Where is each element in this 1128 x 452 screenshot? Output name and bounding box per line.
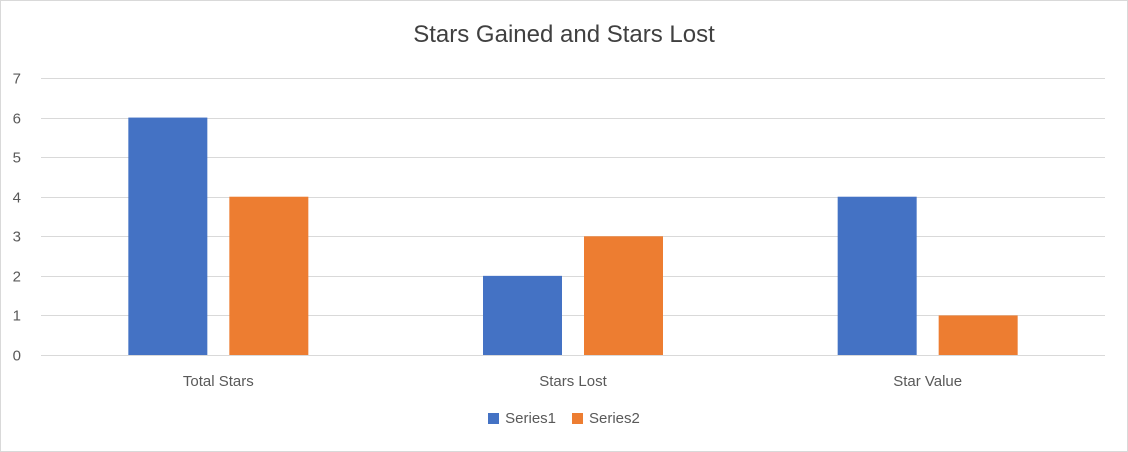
y-tick-label-0: 0 [13,348,21,365]
bar-series2-stars-lost [584,236,663,355]
bar-series1-total-stars [128,117,208,355]
y-tick-label-2: 2 [13,269,21,286]
y-tick-label-1: 1 [13,308,21,325]
legend-item-series1: Series1 [488,410,556,427]
chart-legend: Series1 Series2 [1,410,1127,427]
y-tick-label-6: 6 [13,111,21,128]
y-tick-label-7: 7 [13,71,21,88]
chart-title: Stars Gained and Stars Lost [413,21,715,48]
y-tick-label-3: 3 [13,229,21,246]
legend-item-series2: Series2 [572,410,640,427]
x-tick-label-star-value: Star Value [893,373,962,390]
x-tick-label-stars-lost: Stars Lost [539,373,607,390]
legend-label-series2: Series2 [589,410,640,427]
bar-series1-star-value [837,196,917,355]
x-tick-label-total-stars: Total Stars [183,373,254,390]
legend-swatch-series1 [488,413,500,424]
bar-series1-stars-lost [483,275,562,355]
bar-series2-total-stars [229,196,309,355]
legend-swatch-series2 [572,413,583,424]
bar-series2-star-value [938,315,1018,355]
y-tick-label-5: 5 [13,150,21,167]
y-tick-label-4: 4 [13,190,21,207]
legend-label-series1: Series1 [505,410,556,427]
